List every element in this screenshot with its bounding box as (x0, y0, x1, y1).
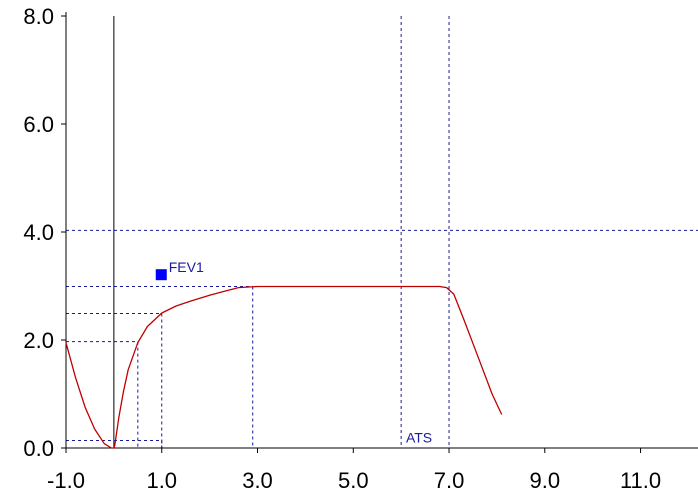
annotation-label-fev1: FEV1 (169, 259, 204, 275)
x-tick-label-6: 11.0 (620, 468, 661, 493)
reference-lines (66, 16, 698, 448)
x-tick-labels: -1.0 1.0 3.0 5.0 7.0 9.0 11.0 (47, 468, 661, 493)
x-tick-label-4: 7.0 (434, 468, 465, 493)
y-tick-label-0: 0.0 (23, 436, 54, 461)
annotation-label-ats: ATS (406, 430, 432, 446)
x-tick-label-3: 5.0 (338, 468, 369, 493)
x-tick-label-2: 3.0 (242, 468, 273, 493)
x-tick-label-0: -1.0 (47, 468, 85, 493)
y-tick-label-1: 2.0 (23, 328, 54, 353)
annotations: FEV1 ATS (155, 259, 432, 446)
fev1-marker (155, 269, 167, 281)
spirometry-curve-0 (65, 285, 503, 449)
y-tick-label-4: 8.0 (23, 4, 54, 29)
y-tick-label-2: 4.0 (23, 220, 54, 245)
axes (61, 12, 698, 453)
x-tick-label-5: 9.0 (529, 468, 560, 493)
spirometry-curve-group (65, 285, 503, 449)
x-tick-label-1: 1.0 (146, 468, 177, 493)
y-tick-label-3: 6.0 (23, 112, 54, 137)
y-tick-labels: 0.0 2.0 4.0 6.0 8.0 (23, 4, 54, 461)
